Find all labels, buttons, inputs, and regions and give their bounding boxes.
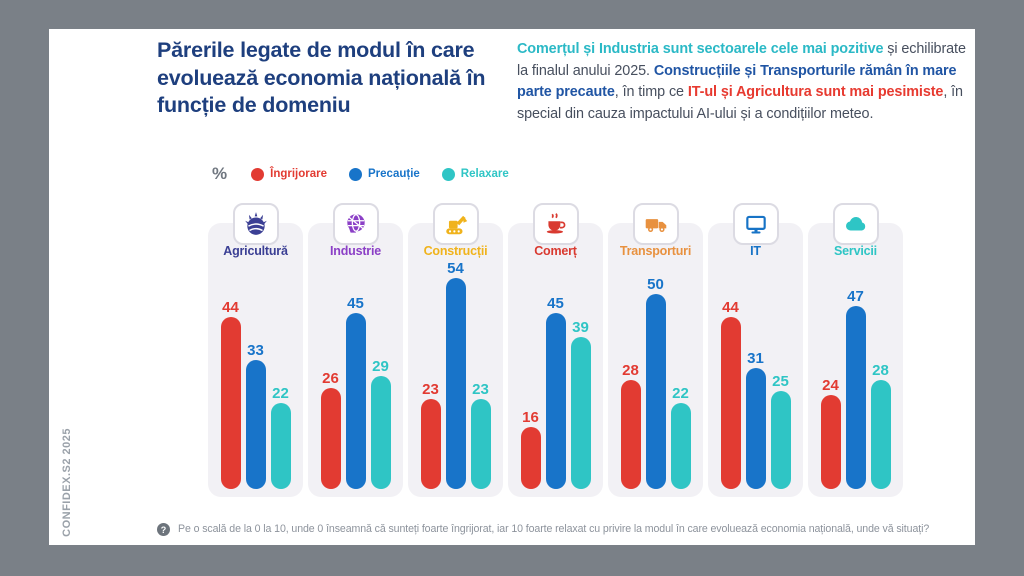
bar-relaxare [270, 403, 291, 489]
bar-îngrijorare [320, 388, 341, 489]
truck-icon [633, 203, 679, 245]
annotation-segment: Comerțul și Industria sunt sectoarele ce… [517, 41, 884, 57]
bar-value-label: 22 [272, 385, 289, 402]
legend-item-label: Îngrijorare [270, 168, 328, 180]
bar-value-label: 22 [672, 385, 689, 402]
annotation-segment: , în timp ce [614, 84, 688, 101]
legend-item: Precauție [349, 167, 420, 181]
bar-value-label: 39 [572, 319, 589, 336]
bar-relaxare [370, 376, 391, 489]
bar-precauție [545, 313, 566, 489]
category-column: Servicii 24 47 28 [808, 203, 903, 497]
category-label: IT [750, 244, 761, 258]
legend-item: Îngrijorare [251, 167, 328, 181]
bar-precauție [845, 306, 866, 489]
annotation-segment: IT-ul și Agricultura sunt mai pesimiste [687, 84, 944, 101]
footnote: ? Pe o scală de la 0 la 10, unde 0 însea… [157, 522, 957, 536]
bar-îngrijorare [820, 395, 841, 489]
bar-relaxare [870, 380, 891, 489]
legend-item-label: Relaxare [460, 168, 509, 180]
bar-value-label: 47 [847, 288, 864, 305]
infographic-card: CONFIDEX.S2 2025 Părerile legate de modu… [49, 29, 975, 545]
watermark-label: CONFIDEX.S2 2025 [61, 428, 73, 537]
bar-precauție [245, 360, 266, 489]
bar-relaxare [770, 391, 791, 489]
question-icon: ? [157, 523, 170, 536]
bar-value-label: 50 [647, 276, 664, 293]
bar-value-label: 44 [222, 299, 239, 316]
category-column: Agricultură 44 33 22 [208, 203, 303, 497]
bar-îngrijorare [220, 317, 241, 489]
bar-chart: Agricultură 44 33 22 Industrie 26 45 29 Construc… [208, 203, 903, 497]
bar-value-label: 24 [822, 377, 839, 394]
bar-value-label: 28 [622, 362, 639, 379]
summary-paragraph: Comerțul și Industria sunt sectoarele ce… [517, 39, 969, 125]
ai-head-icon [333, 203, 379, 245]
annotation-segment: și echilibrate la finalul anului 2025. [517, 41, 966, 79]
legend-dot-icon [349, 167, 363, 181]
legend-dot-icon [441, 167, 455, 181]
bar-value-label: 23 [472, 381, 489, 398]
bar-value-label: 44 [722, 299, 739, 316]
bar-value-label: 16 [522, 409, 539, 426]
category-column: Construcții 23 54 23 [408, 203, 503, 497]
category-column: Industrie 26 45 29 [308, 203, 403, 497]
bar-precauție [645, 294, 666, 489]
bar-îngrijorare [720, 317, 741, 489]
wheat-field-icon [233, 203, 279, 245]
category-label: Construcții [423, 244, 488, 258]
category-label: Industrie [330, 244, 381, 258]
bar-value-label: 29 [372, 358, 389, 375]
bar-value-label: 31 [747, 350, 764, 367]
bar-value-label: 23 [422, 381, 439, 398]
category-label: Servicii [834, 244, 877, 258]
monitor-icon [733, 203, 779, 245]
category-label: Agricultură [223, 244, 288, 258]
bar-relaxare [470, 399, 491, 489]
footnote-text: Pe o scală de la 0 la 10, unde 0 înseamn… [178, 523, 930, 535]
bar-precauție [445, 278, 466, 489]
bar-value-label: 26 [322, 370, 339, 387]
chart-legend: % Îngrijorare Precauție Relaxare [212, 164, 509, 184]
bar-value-label: 45 [347, 295, 364, 312]
bar-relaxare [670, 403, 691, 489]
annotation-segment: Construcțiile și Transporturile rămân în… [517, 62, 957, 101]
category-column: Transporturi 28 50 22 [608, 203, 703, 497]
bar-value-label: 28 [872, 362, 889, 379]
category-column: Comerț 16 45 39 [508, 203, 603, 497]
bar-precauție [745, 368, 766, 489]
category-label: Transporturi [619, 244, 692, 258]
cloud-icon [833, 203, 879, 245]
percent-unit-label: % [212, 164, 228, 183]
bar-îngrijorare [620, 380, 641, 489]
bar-value-label: 45 [547, 295, 564, 312]
legend-dot-icon [251, 167, 265, 181]
bar-îngrijorare [420, 399, 441, 489]
legend-item-label: Precauție [368, 168, 420, 180]
bar-value-label: 33 [247, 342, 264, 359]
legend-item: Relaxare [441, 167, 509, 181]
bar-value-label: 25 [772, 373, 789, 390]
excavator-icon [433, 203, 479, 245]
category-label: Comerț [534, 244, 577, 258]
bar-îngrijorare [520, 427, 541, 489]
bar-relaxare [570, 337, 591, 489]
category-column: IT 44 31 25 [708, 203, 803, 497]
annotation-segment: , în special din cauza impactului AI-ulu… [517, 84, 963, 122]
coffee-cup-icon [533, 203, 579, 245]
bar-value-label: 54 [447, 260, 464, 277]
bar-precauție [345, 313, 366, 489]
page-title: Părerile legate de modul în care evoluea… [157, 38, 486, 118]
